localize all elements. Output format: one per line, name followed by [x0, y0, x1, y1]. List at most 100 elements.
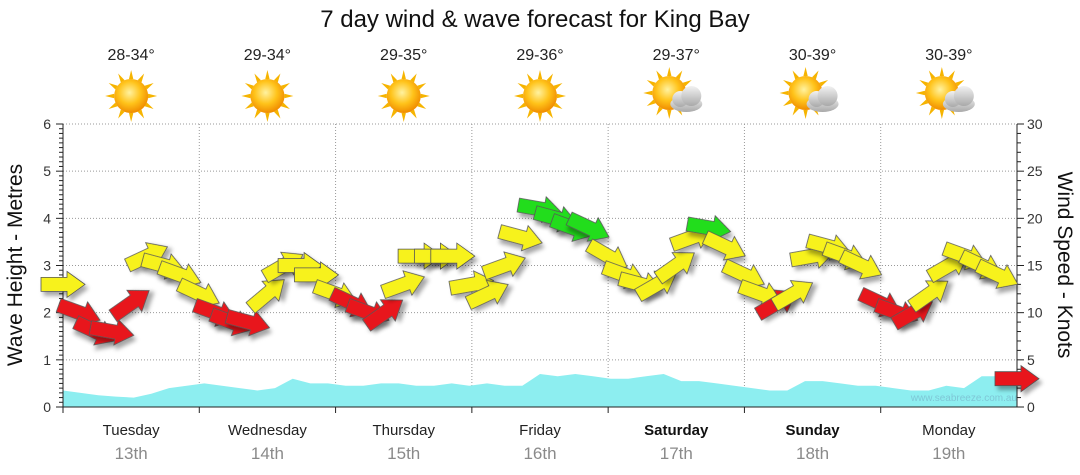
wind-arrow — [907, 280, 949, 313]
sun-ray — [244, 83, 254, 90]
sun-ray — [105, 93, 115, 99]
y-tick-label-right: 0 — [1027, 399, 1035, 415]
date-label: 14th — [251, 444, 284, 463]
sun-disc — [386, 79, 421, 113]
sun-ray — [646, 80, 656, 87]
wind-arrow — [108, 289, 150, 323]
sun-ray — [514, 93, 524, 99]
wind-arrow — [362, 299, 404, 332]
day-label: Thursday — [372, 422, 435, 439]
cloud-part — [681, 86, 702, 106]
sun-ray — [244, 102, 254, 109]
sun-ray — [381, 83, 391, 90]
sun-ray — [148, 93, 158, 99]
wind-arrow — [994, 364, 1040, 393]
sun-disc — [523, 79, 557, 113]
day-label: Friday — [519, 422, 561, 439]
sun-ray — [280, 83, 290, 90]
y-axis-label-right: Wind Speed - Knots — [1053, 172, 1076, 359]
sun-ray — [241, 93, 251, 99]
day-label: Wednesday — [228, 422, 307, 439]
sun-ray — [118, 73, 125, 83]
sun-ray — [537, 112, 543, 122]
temperature-label: 28-34° — [107, 47, 154, 64]
y-tick-label-left: 6 — [43, 116, 51, 132]
y-axis-label-left: Wave Height - Metres — [4, 164, 27, 366]
sun-ray — [792, 106, 800, 116]
sun-ray — [553, 83, 563, 90]
sun-ray — [128, 70, 134, 80]
partly-cloudy-icon — [779, 67, 839, 119]
sun-ray — [803, 67, 808, 77]
sun-ray — [527, 109, 534, 119]
sun-ray — [410, 73, 417, 83]
sun-ray — [667, 67, 672, 77]
sun-ray — [928, 106, 936, 116]
sun-ray — [108, 83, 118, 90]
y-tick-label-right: 10 — [1027, 305, 1043, 321]
sun-ray — [420, 93, 430, 99]
watermark: www.seabreeze.com.au — [910, 393, 1017, 404]
sun-ray — [265, 70, 270, 80]
wind-arrow — [838, 249, 883, 280]
sun-ray — [546, 73, 553, 83]
sun-disc — [114, 79, 149, 113]
sun-ray — [779, 90, 789, 96]
wind-arrow — [565, 211, 610, 242]
date-label: 19th — [932, 444, 965, 463]
sun-ray — [137, 73, 145, 83]
temperature-row: 28-34° 29-34° 29-35° 29-36° 29-37° 30-39° 30-3… — [107, 47, 972, 64]
sun-ray — [939, 109, 945, 119]
wind-arrow — [770, 280, 814, 312]
date-label: 13th — [115, 444, 148, 463]
y-tick-label-right: 25 — [1027, 163, 1043, 179]
date-label: 18th — [796, 444, 829, 463]
temperature-label: 30-39° — [789, 47, 836, 64]
sun-ray — [128, 112, 134, 122]
sun-ray — [553, 102, 563, 109]
wind-arrow — [380, 270, 426, 300]
day-label: Saturday — [644, 422, 709, 439]
sun-ray — [527, 73, 534, 83]
wind-arrow — [497, 224, 543, 252]
sun-ray — [819, 80, 829, 87]
sun-ray — [667, 109, 672, 119]
date-label: 16th — [523, 444, 556, 463]
sun-ray — [108, 102, 118, 109]
axes: 0 1 2 3 4 5 6 0 5 10 15 20 25 30 — [43, 116, 1043, 415]
x-axis-day-labels: Tuesday 13th Wednesday 14th Thursday 15th Frid… — [62, 407, 976, 463]
cloud-part — [817, 86, 838, 106]
sun-ray — [280, 102, 290, 109]
temperature-label: 29-35° — [380, 47, 427, 64]
temperature-label: 30-39° — [925, 47, 972, 64]
sun-ray — [919, 99, 929, 106]
sun-ray — [955, 80, 965, 87]
day-label: Monday — [922, 422, 976, 439]
day-label: Sunday — [785, 422, 840, 439]
sun-ray — [556, 93, 566, 99]
wind-arrow — [88, 318, 135, 346]
sun-ray — [265, 112, 270, 122]
sun-ray — [254, 73, 261, 83]
sun-ray — [928, 70, 936, 80]
y-tick-label-left: 3 — [43, 258, 51, 274]
wind-arrow — [464, 279, 509, 310]
cloud-icon — [670, 86, 703, 112]
sun-ray — [401, 112, 406, 122]
sun-disc — [250, 79, 285, 113]
sun-ray — [517, 102, 527, 109]
sun-ray — [915, 90, 925, 96]
sun-ray — [682, 80, 692, 87]
cloud-icon — [806, 86, 839, 112]
sun-ray — [537, 70, 543, 80]
sun-ray — [783, 99, 793, 106]
sun-ray — [381, 102, 391, 109]
cloud-icon — [942, 86, 975, 112]
date-label: 15th — [387, 444, 420, 463]
sun-ray — [792, 70, 800, 80]
sun-ray — [273, 73, 281, 83]
partly-cloudy-icon — [915, 67, 975, 119]
sun-icon — [514, 70, 566, 122]
